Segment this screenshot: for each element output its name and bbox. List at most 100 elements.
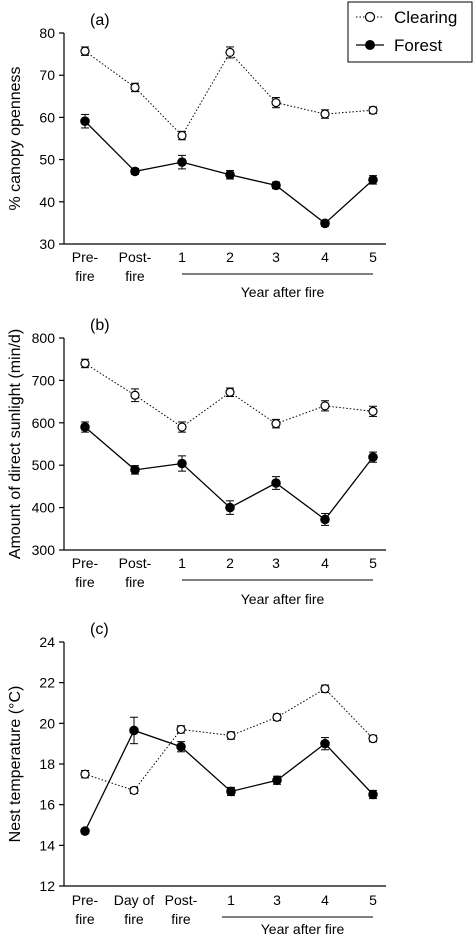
- legend: Clearing Forest: [347, 1, 473, 63]
- x-tick-label: fire: [125, 574, 145, 590]
- data-point: [130, 465, 140, 475]
- data-point: [130, 166, 140, 177]
- data-point: [177, 130, 187, 141]
- data-point: [130, 82, 140, 93]
- x-tick-label: fire: [125, 268, 145, 284]
- x-tick-label: 1: [178, 249, 186, 265]
- y-axis-title: Amount of direct sunlight (min/d): [7, 329, 24, 559]
- data-point: [271, 98, 281, 108]
- data-point: [80, 826, 90, 836]
- x-tick-label: Post-: [165, 892, 198, 908]
- data-point: [272, 712, 282, 722]
- panel-b: 300 400 500 600 700 800 Amount of direct sunli…: [7, 317, 386, 607]
- y-tick-label: 40: [39, 194, 55, 210]
- x-tick-label: Pre-: [72, 249, 99, 265]
- panels: 30 40 50 60 70 80 % canopy openness (a) Pre-fire…: [7, 12, 386, 937]
- x-tick-label: 3: [272, 555, 280, 571]
- data-point: [320, 401, 330, 411]
- y-tick-label: 16: [39, 797, 55, 813]
- x-tick-label: fire: [124, 911, 144, 927]
- legend-frame: [347, 1, 473, 63]
- data-point: [368, 733, 378, 744]
- y-tick-label: 800: [32, 330, 56, 346]
- y-tick-label: 30: [39, 236, 55, 252]
- y-tick-label: 50: [39, 152, 55, 168]
- data-point: [320, 109, 330, 119]
- series-forest: [80, 421, 378, 526]
- data-point: [225, 502, 235, 513]
- y-axis-title: Nest temperature (°C): [7, 686, 24, 843]
- x-tick-label: Pre-: [72, 892, 99, 908]
- y-tick-label: 700: [32, 372, 56, 388]
- x-tick-label: 5: [369, 892, 377, 908]
- y-tick-label: 300: [32, 542, 56, 558]
- y-tick-label: 80: [39, 25, 55, 41]
- data-point: [80, 358, 90, 369]
- x-axis-title: Year after fire: [261, 921, 345, 937]
- y-tick-label: 20: [39, 715, 55, 731]
- data-point: [226, 730, 236, 741]
- y-tick-label: 22: [39, 675, 55, 691]
- data-point: [177, 157, 187, 167]
- data-point: [320, 684, 330, 694]
- x-tick-label: fire: [75, 268, 95, 284]
- x-tick-label: 4: [321, 249, 329, 265]
- data-point: [80, 46, 90, 56]
- data-point: [368, 452, 378, 462]
- x-tick-label: Post-: [119, 249, 152, 265]
- y-tick-label: 500: [32, 457, 56, 473]
- x-axis-title: Year after fire: [241, 591, 325, 607]
- series-clearing: [80, 46, 378, 141]
- data-point: [320, 738, 330, 749]
- data-point: [368, 105, 378, 115]
- data-point: [271, 180, 281, 191]
- data-point: [129, 785, 139, 796]
- data-point: [368, 789, 378, 800]
- y-tick-label: 70: [39, 67, 55, 83]
- data-point: [320, 514, 330, 525]
- data-point: [177, 422, 187, 432]
- legend-label-forest: Forest: [394, 36, 442, 55]
- data-point: [80, 422, 90, 432]
- data-point: [225, 169, 235, 180]
- panel-label: (c): [90, 621, 109, 638]
- data-point: [226, 786, 236, 797]
- panel-label: (b): [90, 317, 110, 334]
- y-tick-label: 400: [32, 500, 56, 516]
- series-forest: [80, 716, 378, 836]
- x-tick-label: Day of: [114, 892, 155, 908]
- series-clearing: [80, 684, 378, 796]
- series-line: [84, 50, 374, 137]
- x-tick-label: 3: [273, 892, 281, 908]
- data-point: [176, 724, 186, 735]
- x-tick-label: fire: [171, 911, 191, 927]
- data-point: [225, 47, 235, 58]
- x-tick-label: 3: [272, 249, 280, 265]
- y-tick-label: 18: [39, 756, 55, 772]
- x-tick-label: 5: [369, 249, 377, 265]
- data-point: [80, 116, 90, 126]
- y-tick-label: 600: [32, 415, 56, 431]
- x-tick-label: fire: [75, 911, 95, 927]
- data-point: [225, 387, 235, 397]
- x-tick-label: 1: [227, 892, 235, 908]
- x-tick-label: 4: [321, 892, 329, 908]
- y-axis-title: % canopy openness: [7, 66, 24, 210]
- x-tick-label: Post-: [119, 555, 152, 571]
- x-tick-label: fire: [75, 574, 95, 590]
- x-tick-label: 2: [226, 249, 234, 265]
- legend-marker-clearing: [364, 11, 376, 23]
- data-point: [368, 175, 378, 185]
- data-point: [271, 419, 281, 429]
- series-forest: [80, 113, 378, 229]
- y-tick-label: 12: [39, 878, 55, 894]
- data-point: [272, 775, 282, 786]
- series-line: [84, 729, 374, 832]
- data-point: [80, 769, 90, 779]
- panel-label: (a): [90, 12, 110, 29]
- x-tick-label: 2: [226, 555, 234, 571]
- x-tick-label: 4: [321, 555, 329, 571]
- x-tick-label: 5: [369, 555, 377, 571]
- legend-marker-forest: [365, 40, 375, 50]
